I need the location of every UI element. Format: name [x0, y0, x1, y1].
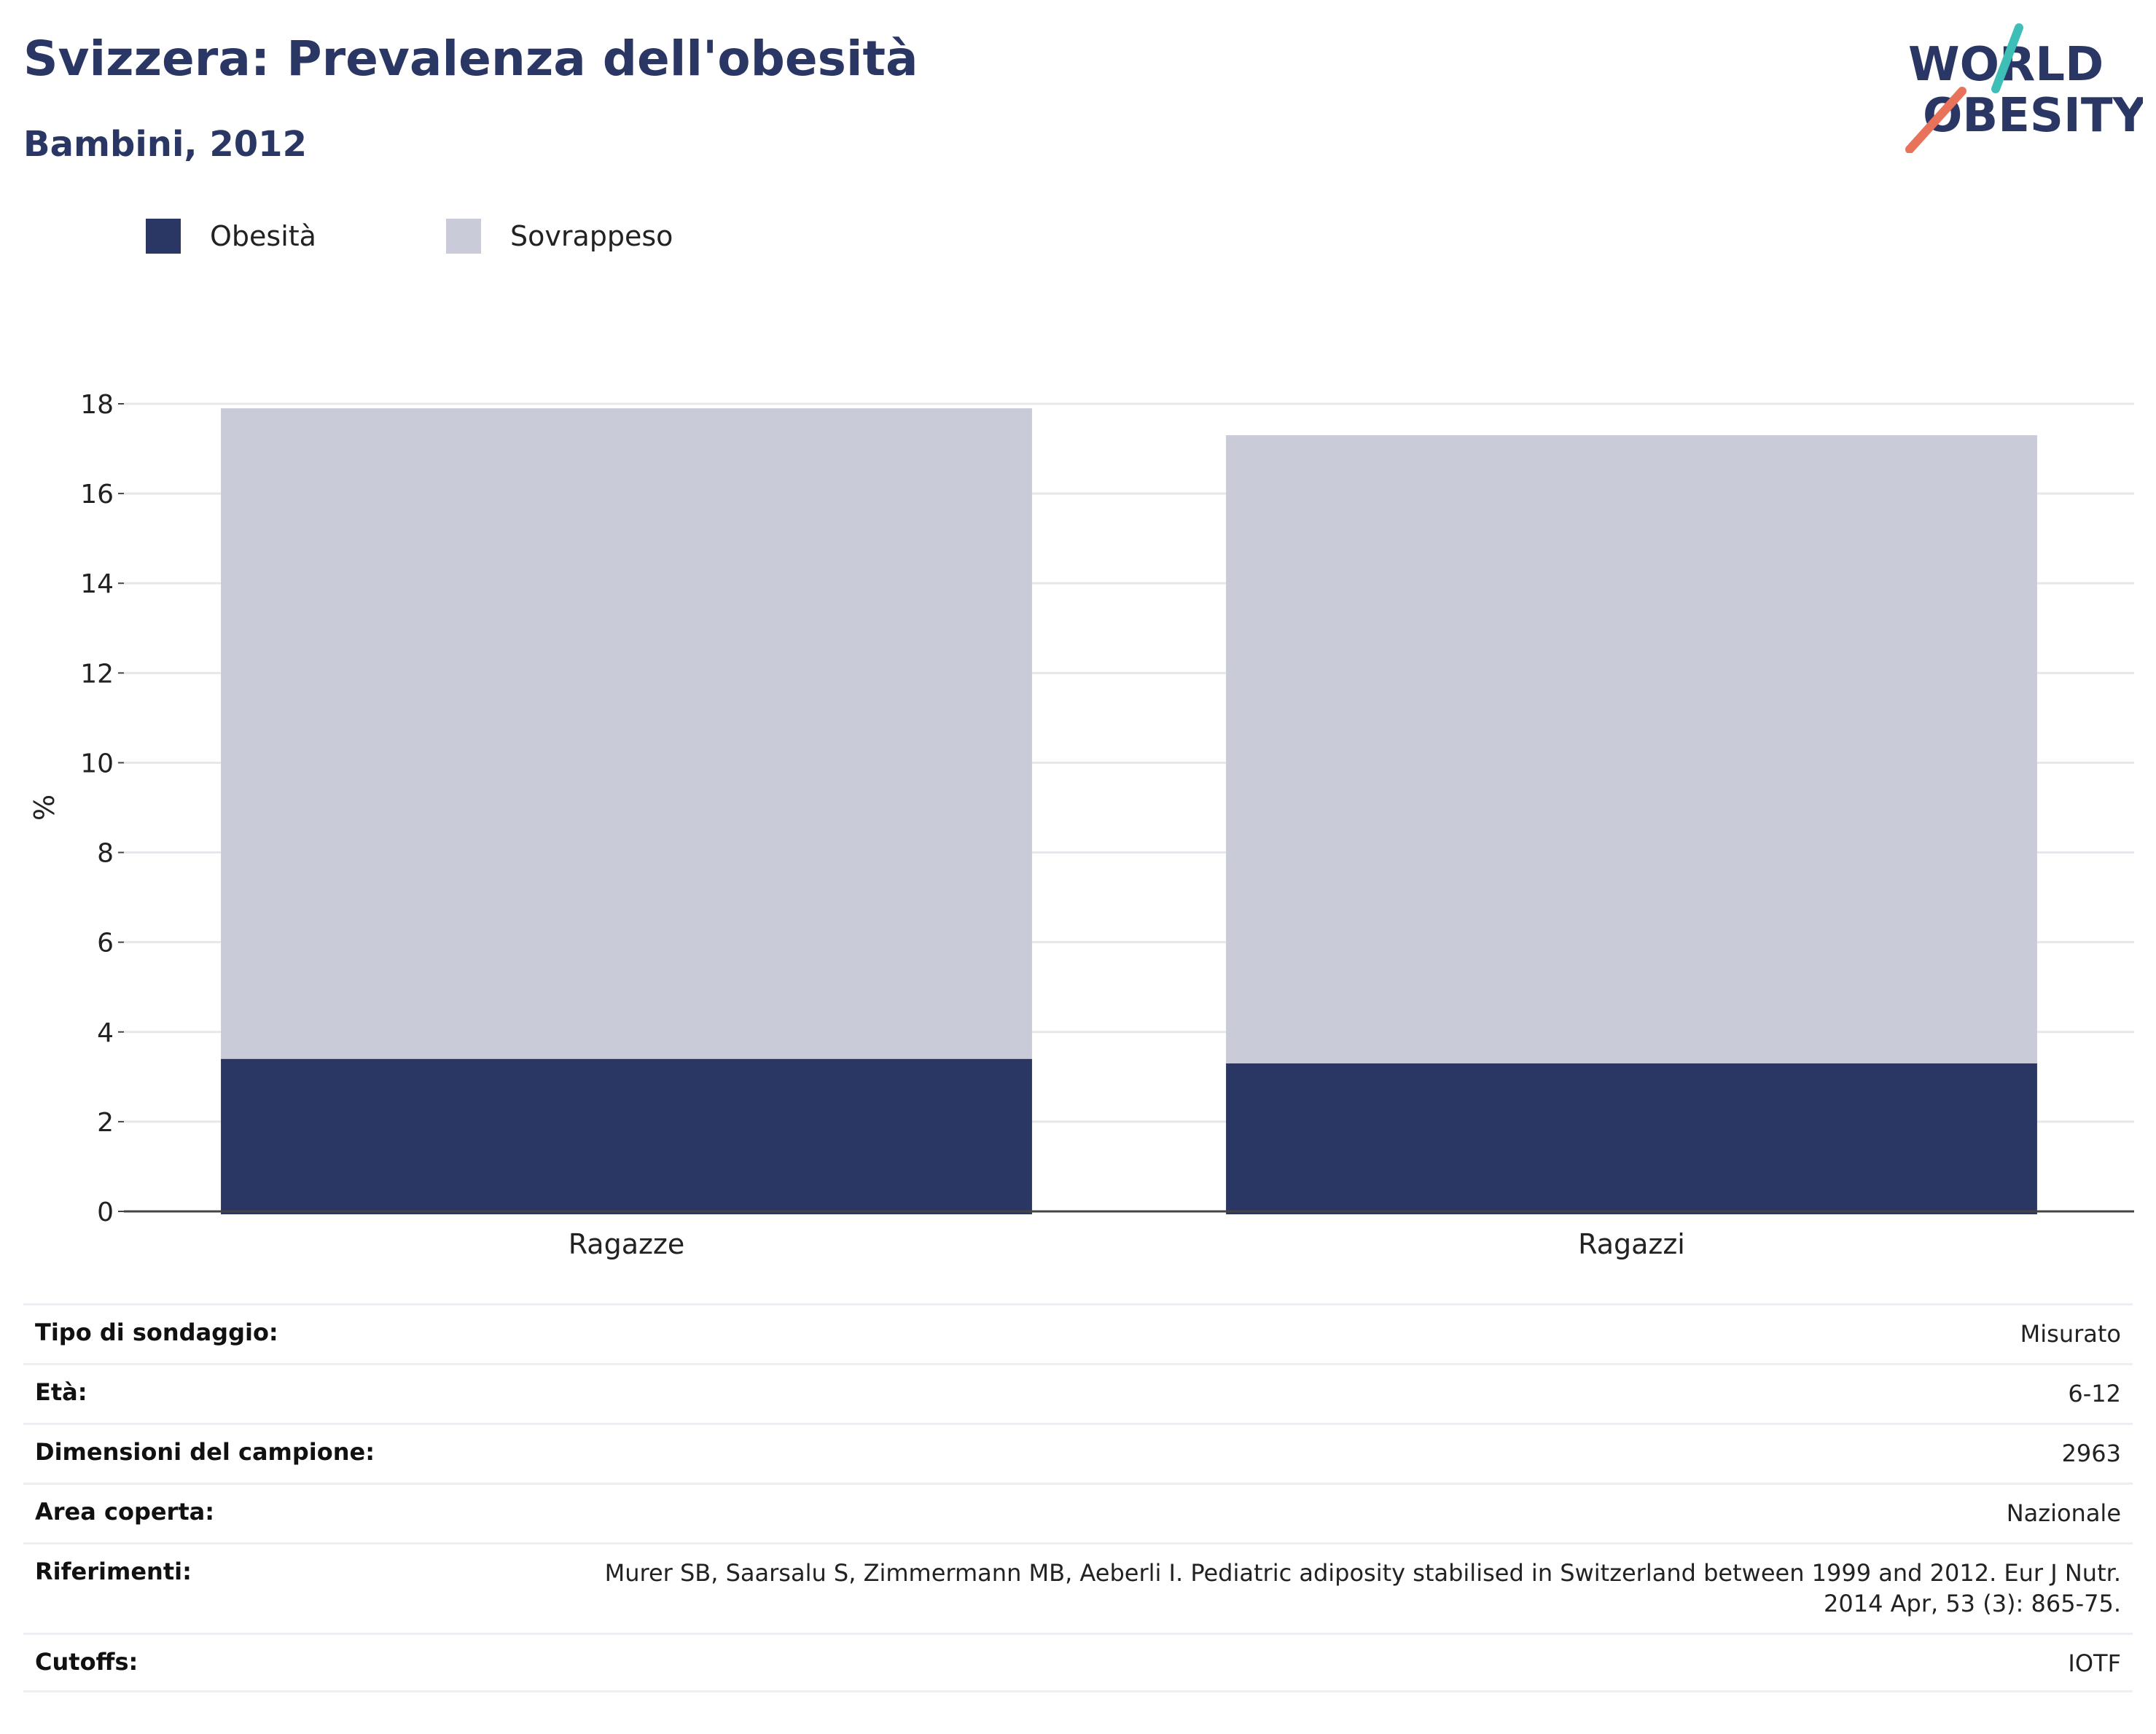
legend-swatch-obesita — [146, 219, 181, 254]
bar-ragazzi-sovrappeso — [1226, 435, 2037, 1063]
info-row: Tipo di sondaggio: Misurato — [23, 1303, 2133, 1363]
info-key: Età: — [35, 1378, 87, 1406]
info-value: IOTF — [2068, 1649, 2121, 1677]
bar-ragazze-sovrappeso — [221, 408, 1032, 1059]
info-value: Murer SB, Saarsalu S, Zimmermann MB, Aeb… — [604, 1559, 2121, 1617]
y-tick-label: 2 — [97, 1108, 114, 1138]
page-title: Svizzera: Prevalenza dell'obesità — [23, 31, 918, 87]
y-tick-label: 4 — [97, 1018, 114, 1048]
y-tick-label: 6 — [97, 929, 114, 958]
info-row: Dimensioni del campione: 2963 — [23, 1423, 2133, 1483]
y-tick-label: 14 — [80, 569, 114, 599]
bar-ragazze-obesit — [221, 1058, 1032, 1214]
y-tick-label: 12 — [80, 659, 114, 689]
legend-label-obesita: Obesità — [210, 220, 316, 252]
info-row: Cutoffs: IOTF — [23, 1633, 2133, 1692]
legend-label-sovrappeso: Sovrappeso — [510, 220, 673, 252]
info-row: Età: 6-12 — [23, 1363, 2133, 1423]
legend-swatch-sovrappeso — [446, 219, 481, 254]
bar-ragazzi-obesit — [1226, 1063, 2037, 1214]
page-subtitle: Bambini, 2012 — [23, 124, 307, 165]
info-value: 2963 — [2061, 1440, 2121, 1467]
info-value: 6-12 — [2068, 1380, 2121, 1407]
y-axis-label: % — [28, 794, 60, 821]
info-key: Cutoffs: — [35, 1648, 138, 1676]
y-tick-label: 0 — [97, 1198, 114, 1227]
logo-teal-slash — [1991, 23, 2023, 93]
info-value: Misurato — [2020, 1320, 2121, 1348]
info-row: Area coperta: Nazionale — [23, 1483, 2133, 1542]
info-key: Tipo di sondaggio: — [35, 1319, 278, 1346]
x-category-label: Ragazzi — [1578, 1228, 1685, 1260]
y-tick-label: 10 — [80, 749, 114, 778]
info-key: Riferimenti: — [35, 1558, 192, 1585]
y-tick-label: 16 — [80, 480, 114, 509]
world-obesity-logo: WORLD OBESITY — [1905, 23, 2143, 153]
bar-chart: 0 2 4 6 8 10 12 14 16 18% Ragazze Ragazzi — [28, 390, 2134, 1260]
info-key: Area coperta: — [35, 1498, 215, 1526]
info-value: Nazionale — [2006, 1499, 2121, 1527]
y-tick-label: 8 — [97, 839, 114, 869]
logo-coral-slash — [1905, 87, 1966, 153]
info-key: Dimensioni del campione: — [35, 1438, 375, 1466]
info-row: Riferimenti: Murer SB, Saarsalu S, Zimmer… — [23, 1542, 2133, 1633]
info-table: Tipo di sondaggio: Misurato Età: 6-12 Dimens… — [23, 1303, 2133, 1692]
y-tick-label: 18 — [80, 390, 114, 420]
x-category-label: Ragazze — [569, 1228, 685, 1260]
